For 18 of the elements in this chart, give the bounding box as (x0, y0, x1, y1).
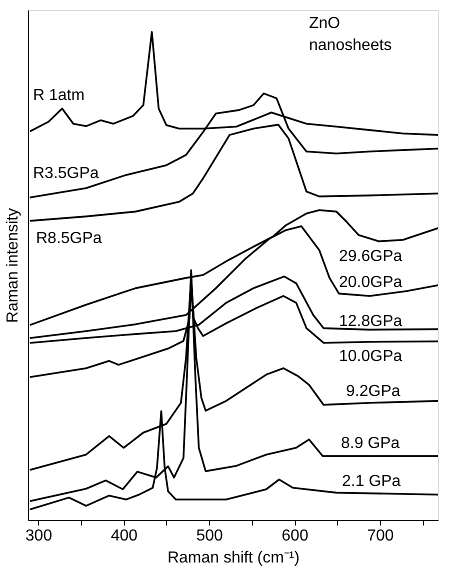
annotation: 9.2GPa (346, 383, 400, 400)
annotation: 29.6GPa (339, 248, 402, 265)
annotation: R8.5GPa (36, 230, 102, 247)
x-tick-label: 400 (110, 528, 138, 544)
annotation: 8.9 GPa (341, 435, 400, 452)
annotation: 20.0GPa (339, 274, 402, 291)
annotation: R 1atm (33, 87, 85, 104)
x-tick-label: 500 (196, 528, 224, 544)
x-tick-label: 600 (282, 528, 308, 544)
y-axis-title: Raman intensity (4, 208, 22, 323)
x-tick-label: 300 (25, 528, 52, 544)
x-tick-label: 700 (367, 528, 394, 544)
annotation: R3.5GPa (33, 165, 99, 182)
annotation: 2.1 GPa (342, 473, 401, 490)
annotation: ZnO nanosheets (309, 15, 392, 54)
x-axis-title: Raman shift (cm⁻¹) (167, 550, 300, 566)
annotation: 12.8GPa (339, 313, 402, 330)
annotation: 10.0GPa (339, 348, 402, 365)
